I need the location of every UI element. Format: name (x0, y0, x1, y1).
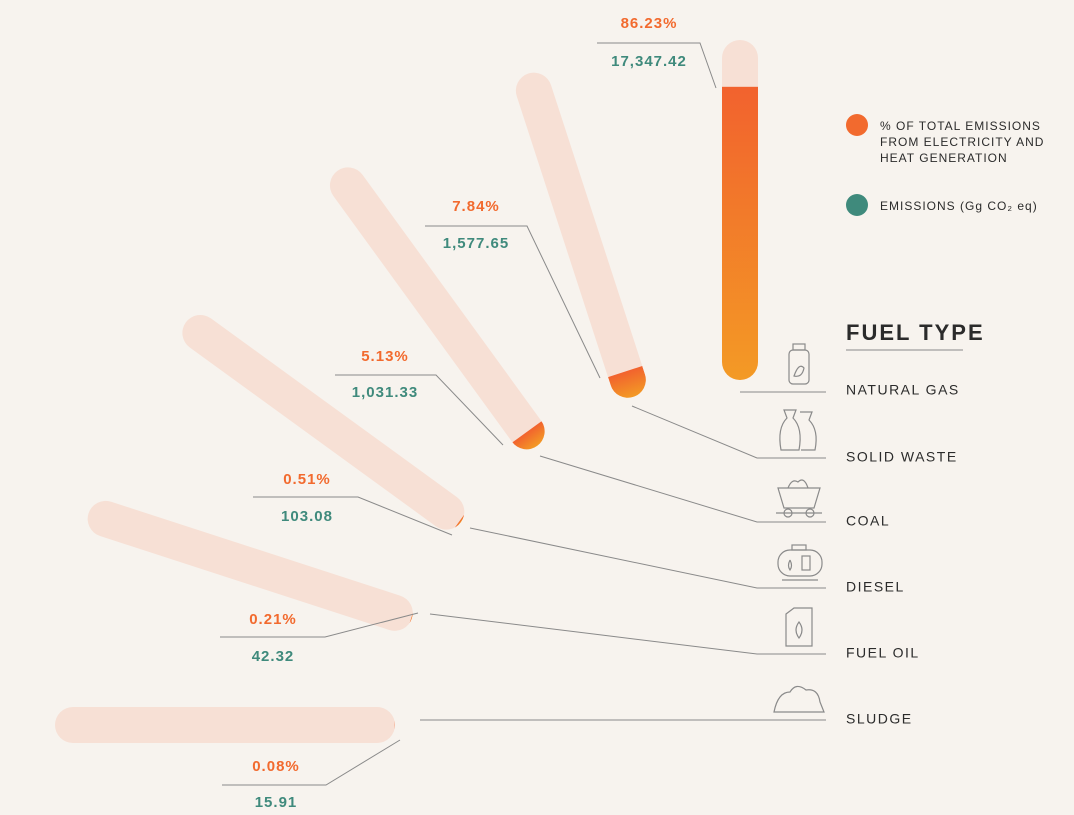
legend-marker (846, 194, 868, 216)
bar-track (87, 500, 413, 631)
bar (512, 421, 552, 457)
emission-label: 15.91 (255, 794, 298, 811)
percent-label: 5.13% (361, 348, 409, 365)
percent-label: 0.51% (283, 471, 331, 488)
category-label: DIESEL (846, 579, 905, 595)
bar-group (182, 314, 472, 537)
icon-natural-gas (788, 343, 810, 385)
leader-line (222, 739, 401, 786)
leader-line (335, 374, 504, 446)
category-label: FUEL OIL (846, 645, 920, 661)
category-leader (631, 405, 826, 459)
leader-line (597, 42, 717, 89)
legend-label: EMISSIONS (Gg CO₂ eq) (880, 199, 1038, 213)
leader-line (253, 496, 453, 536)
bar-group (55, 707, 395, 743)
bar-track (55, 707, 395, 743)
percent-label: 0.08% (252, 758, 300, 775)
category-leader (429, 613, 826, 655)
bar-track (329, 167, 545, 450)
legend-marker (846, 114, 868, 136)
emission-label: 1,031.33 (352, 384, 418, 401)
category-label: SLUDGE (846, 711, 913, 727)
bar (722, 86, 758, 380)
icon-coal (776, 479, 822, 518)
leader-line (425, 225, 601, 379)
category-label: SOLID WASTE (846, 449, 958, 465)
chart-title: FUEL TYPE (846, 320, 985, 345)
category-leader (539, 455, 826, 523)
bar-group (329, 167, 552, 457)
percent-label: 0.21% (249, 611, 297, 628)
bar-track (182, 314, 465, 530)
emission-label: 42.32 (252, 648, 295, 665)
emission-label: 1,577.65 (443, 235, 509, 252)
icon-solid-waste (779, 409, 817, 451)
legend-label: % OF TOTAL EMISSIONS FROM ELECTRICITY AN… (880, 119, 1045, 165)
bar-track (515, 72, 646, 398)
icon-sludge (773, 685, 825, 713)
emission-label: 103.08 (281, 508, 333, 525)
emission-label: 17,347.42 (611, 53, 687, 70)
leader-line (220, 612, 419, 638)
category-label: NATURAL GAS (846, 382, 960, 398)
icon-diesel (777, 544, 823, 581)
category-leader (469, 527, 826, 589)
bar-group (515, 72, 651, 403)
percent-label: 7.84% (452, 198, 500, 215)
icon-fuel-oil (785, 607, 813, 647)
bar-group (722, 40, 758, 380)
category-label: COAL (846, 513, 890, 529)
percent-label: 86.23% (621, 15, 678, 32)
